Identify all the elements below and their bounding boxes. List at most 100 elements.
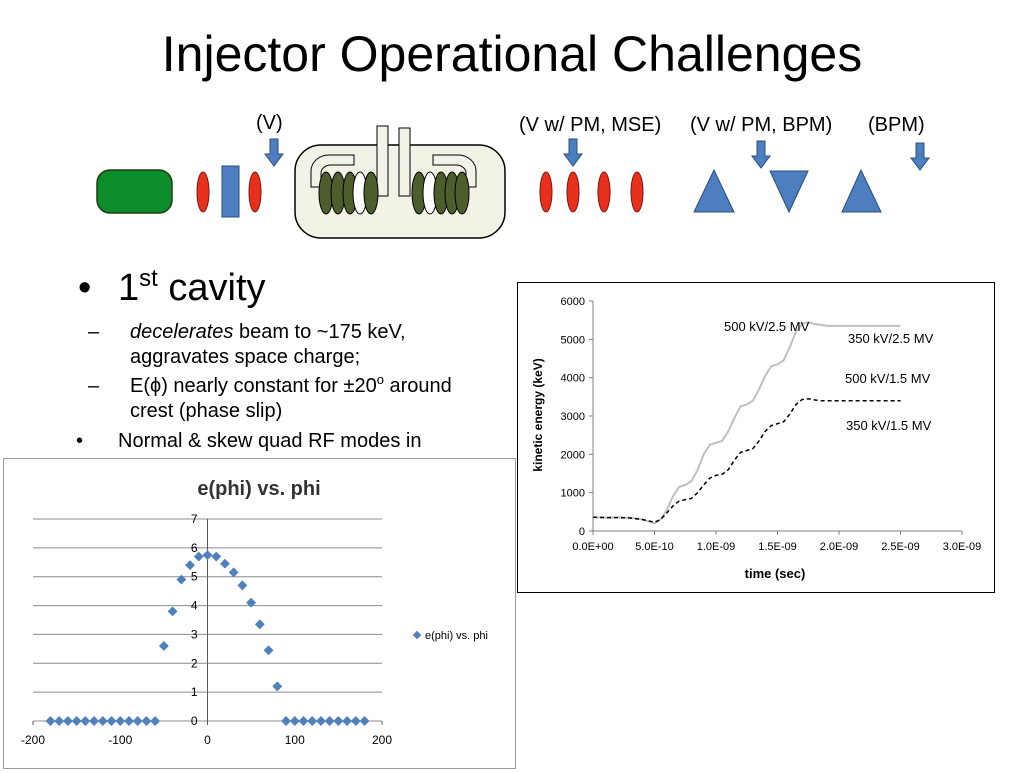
phase-point bbox=[254, 619, 265, 630]
energy-x-axis-label: time (sec) bbox=[745, 566, 806, 581]
phase-point bbox=[62, 716, 73, 726]
phase-point bbox=[307, 716, 318, 726]
legend-marker bbox=[412, 630, 422, 640]
phase-point bbox=[263, 645, 274, 656]
energy-y-axis-label: kinetic energy (keV) bbox=[531, 358, 545, 471]
phase-point bbox=[80, 716, 91, 726]
phase-point bbox=[228, 567, 239, 578]
viewer-arrow-icon bbox=[264, 138, 284, 167]
phase-y-tick-label: 0 bbox=[191, 714, 198, 728]
phase-point bbox=[298, 716, 309, 726]
phase-y-tick-label: 3 bbox=[191, 627, 198, 641]
energy-chart: 0 1000 2000 3000 4000 5000 6000 0.0E+00 5.0E-10 1… bbox=[531, 296, 982, 581]
energy-x-tick-label: 2.0E-09 bbox=[820, 541, 859, 553]
phase-point bbox=[315, 716, 326, 726]
energy-x-tick-label: 2.5E-09 bbox=[881, 541, 920, 553]
phase-y-tick-label: 6 bbox=[191, 541, 198, 555]
cavity-cell bbox=[454, 171, 470, 215]
quad-up-triangle bbox=[693, 168, 735, 213]
phase-point bbox=[246, 597, 257, 608]
lens-element bbox=[539, 171, 553, 213]
phase-point bbox=[124, 716, 134, 726]
annotation-500kv-2.5mv: 500 kV/2.5 MV bbox=[724, 319, 810, 334]
phase-point bbox=[132, 716, 143, 726]
phase-x-tick-label: 200 bbox=[372, 733, 392, 747]
cavity-cell bbox=[363, 171, 379, 215]
phase-y-tick-label: 4 bbox=[191, 599, 198, 613]
phase-chart-frame: 0 1 2 3 4 5 6 7 -200 -100 0 100 200 e(phi) vs. phi e… bbox=[3, 458, 516, 769]
bpm-arrow-icon bbox=[910, 142, 930, 171]
quad-down-triangle bbox=[769, 170, 809, 214]
viewer-arrow-icon bbox=[751, 140, 771, 169]
gun-element bbox=[96, 169, 173, 214]
phase-point bbox=[45, 716, 56, 726]
phase-y-tick-label: 5 bbox=[191, 570, 198, 584]
energy-x-tick-label: 1.5E-09 bbox=[758, 541, 797, 553]
phase-legend: e(phi) vs. phi bbox=[412, 630, 488, 642]
phase-point bbox=[350, 716, 361, 726]
phase-point bbox=[71, 716, 82, 726]
phase-point bbox=[237, 580, 248, 591]
viewer-arrow-icon bbox=[563, 138, 583, 167]
annotation-350kv-2.5mv: 350 kV/2.5 MV bbox=[848, 331, 934, 346]
phase-point bbox=[211, 551, 222, 562]
phase-point bbox=[158, 641, 169, 651]
diagram-label-v-pm-mse: (V w/ PM, MSE) bbox=[519, 114, 662, 136]
energy-y-tick-label: 3000 bbox=[561, 411, 585, 423]
energy-x-tick-label: 5.0E-10 bbox=[635, 541, 674, 553]
phase-y-tick-label: 2 bbox=[191, 656, 198, 670]
phase-point bbox=[115, 716, 126, 726]
phase-point bbox=[281, 716, 291, 726]
lens-element bbox=[630, 171, 644, 213]
phase-point bbox=[193, 551, 204, 562]
diagram-label-v-pm-bpm: (V w/ PM, BPM) bbox=[690, 114, 833, 136]
phase-point bbox=[272, 681, 283, 692]
phase-point bbox=[106, 716, 117, 726]
slide-title: Injector Operational Challenges bbox=[161, 26, 863, 82]
phase-point bbox=[220, 558, 230, 569]
lens-element bbox=[248, 171, 262, 213]
phase-point bbox=[89, 716, 100, 726]
phase-x-tick-label: 100 bbox=[285, 733, 305, 747]
diagram-label-v: (V) bbox=[256, 112, 283, 134]
phase-point bbox=[359, 716, 370, 726]
phase-point bbox=[289, 716, 300, 726]
phase-point bbox=[150, 716, 161, 726]
phase-x-tick-label: 0 bbox=[204, 733, 211, 747]
sub-bullet-phase: – E(ϕ) nearly constant for ±20o around c… bbox=[88, 372, 452, 422]
phase-point bbox=[176, 574, 187, 585]
phase-y-tick-label: 7 bbox=[191, 512, 198, 526]
phase-y-tick-label: 1 bbox=[191, 685, 198, 699]
energy-y-tick-label: 0 bbox=[579, 526, 585, 538]
energy-y-tick-label: 4000 bbox=[561, 373, 585, 385]
diagram-label-bpm: (BPM) bbox=[868, 114, 925, 136]
lens-element bbox=[196, 171, 210, 213]
energy-y-tick-label: 2000 bbox=[561, 449, 585, 461]
phase-x-tick-label: -200 bbox=[21, 733, 45, 747]
lens-element bbox=[566, 171, 580, 213]
phase-point bbox=[342, 716, 353, 726]
phase-point bbox=[333, 716, 344, 726]
phase-point bbox=[167, 606, 178, 617]
phase-point bbox=[185, 560, 195, 571]
energy-x-tick-label: 0.0E+00 bbox=[572, 541, 613, 553]
buncher-element bbox=[221, 165, 240, 218]
energy-series-line-0 bbox=[592, 321, 901, 525]
beamline-diagram bbox=[96, 125, 930, 239]
phase-point bbox=[141, 716, 152, 726]
annotation-500kv-1.5mv: 500 kV/1.5 MV bbox=[845, 371, 931, 386]
phase-point bbox=[54, 716, 65, 726]
energy-y-tick-label: 6000 bbox=[561, 296, 585, 308]
sub-bullet-decelerates: – decelerates beam to ~175 keV, aggravat… bbox=[88, 321, 406, 368]
energy-x-tick-label: 3.0E-09 bbox=[943, 541, 982, 553]
annotation-350kv-1.5mv: 350 kV/1.5 MV bbox=[846, 418, 932, 433]
phase-point bbox=[324, 716, 335, 726]
legend-label: e(phi) vs. phi bbox=[425, 630, 488, 642]
phase-chart-title: e(phi) vs. phi bbox=[197, 478, 320, 500]
quad-up-triangle bbox=[841, 168, 882, 213]
energy-series-line-1 bbox=[592, 398, 901, 523]
energy-x-tick-label: 1.0E-09 bbox=[697, 541, 736, 553]
energy-chart-frame: 0 1000 2000 3000 4000 5000 6000 0.0E+00 5.0E-10 1… bbox=[517, 282, 995, 593]
energy-y-tick-label: 5000 bbox=[561, 334, 585, 346]
phase-chart: 0 1 2 3 4 5 6 7 -200 -100 0 100 200 e(phi) vs. phi e… bbox=[21, 478, 488, 747]
